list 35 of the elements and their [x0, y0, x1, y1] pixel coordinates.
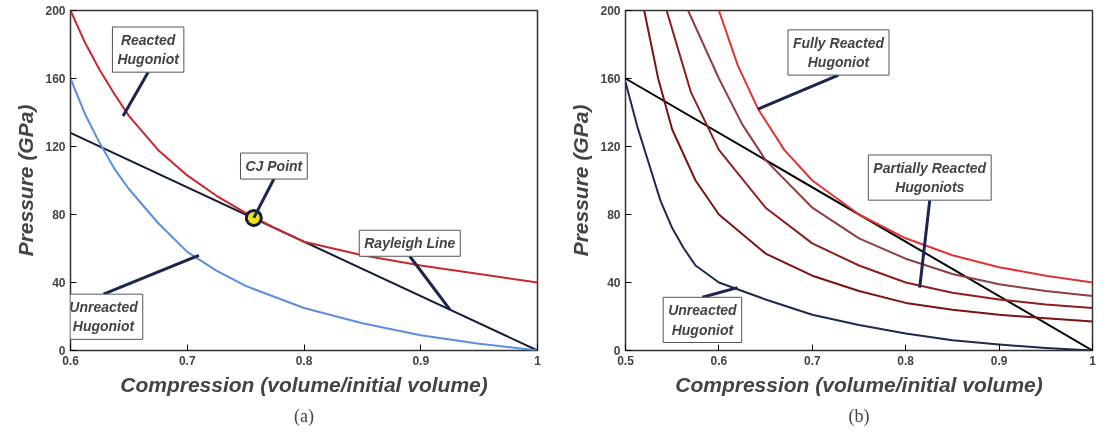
y-tick-label: 0	[613, 344, 621, 358]
text: (b)	[848, 405, 870, 427]
y-tick-label: 80	[607, 208, 621, 222]
x-tick-label: 0.9	[990, 353, 1008, 368]
x-tick-label: 0.7	[803, 353, 821, 368]
annotation: Fully Reacted Hugoniot	[792, 34, 885, 71]
y-tick-label: 120	[45, 140, 66, 154]
y-axis-title: Pressure (GPa)	[569, 104, 593, 257]
y-axis-title: Pressure (GPa)	[14, 104, 38, 257]
y-tick-label: 80	[52, 208, 66, 222]
x-tick-label: 1	[1089, 353, 1097, 368]
annotation: Unreacted Hugoniot	[69, 299, 139, 335]
annotation: Partially Reacted Hugoniots	[873, 159, 987, 196]
x-tick-label: 0.6	[710, 353, 728, 368]
y-tick-label: 160	[45, 72, 66, 86]
annotation: Reacted Hugoniot	[117, 31, 181, 68]
y-tick-label: 40	[52, 276, 66, 290]
y-tick-label: 120	[600, 140, 621, 154]
y-tick-label: 200	[45, 4, 66, 18]
x-tick-label: 0.8	[897, 353, 915, 368]
x-tick-label: 0.9	[412, 353, 430, 368]
y-tick-label: 40	[607, 276, 621, 290]
annotation: Rayleigh Line	[364, 235, 456, 252]
y-tick-label: 0	[58, 344, 66, 358]
x-tick-label: 0.8	[295, 353, 313, 368]
annotation: Unreacted Hugoniot	[668, 302, 738, 338]
x-tick-label: 1	[534, 353, 542, 368]
x-axis-title: Compression (volume/initial volume)	[120, 372, 488, 396]
text: (a)	[294, 405, 314, 427]
line-series	[70, 10, 538, 284]
x-tick-label: 0.7	[178, 353, 196, 368]
y-tick-label: 160	[600, 72, 621, 86]
y-tick-label: 200	[600, 4, 621, 18]
x-axis-title: Compression (volume/initial volume)	[675, 372, 1043, 396]
annotation: CJ Point	[245, 158, 304, 175]
